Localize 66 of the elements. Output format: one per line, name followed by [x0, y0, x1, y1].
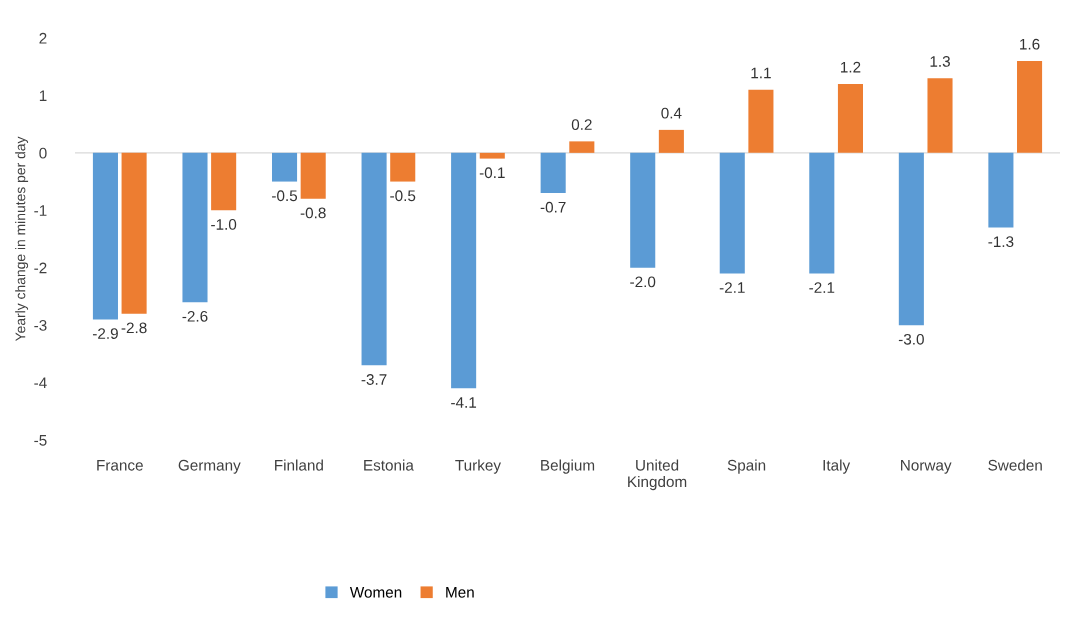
- x-tick-label: Germany: [178, 459, 241, 474]
- y-tick-label: 2: [39, 32, 47, 44]
- data-label: -0.7: [540, 201, 566, 213]
- data-label: -2.1: [719, 282, 745, 293]
- data-label: -0.1: [479, 167, 505, 179]
- y-tick-label: -1: [34, 205, 47, 216]
- bar: [390, 152, 416, 182]
- y-tick-label: -5: [34, 435, 47, 446]
- data-label: 1.1: [751, 67, 771, 79]
- bar: [630, 152, 656, 268]
- data-label: -2.9: [92, 328, 118, 339]
- bar: [121, 152, 147, 314]
- bar: [898, 152, 924, 326]
- data-label: 0.4: [661, 107, 682, 119]
- bar: [748, 89, 774, 153]
- data-label: -1.0: [211, 219, 237, 230]
- x-tick-label: Finland: [275, 459, 323, 471]
- bar: [361, 152, 387, 366]
- bar: [569, 141, 595, 153]
- y-tick-label: -4: [34, 377, 47, 389]
- x-tick-label: Spain: [727, 459, 766, 474]
- y-axis-title: Yearly change in minutes per day: [15, 136, 29, 342]
- data-label: -3.7: [361, 374, 387, 385]
- data-label: -2.1: [809, 282, 835, 293]
- bar: [988, 152, 1014, 228]
- data-label: 1.2: [841, 61, 861, 73]
- y-tick-label: 1: [39, 90, 47, 101]
- data-label: -0.5: [390, 190, 416, 202]
- bar: [182, 152, 208, 303]
- bar: [809, 152, 835, 274]
- x-tick-label: United Kingdom: [628, 459, 687, 491]
- data-label: -1.3: [988, 236, 1014, 248]
- data-label: -4.1: [451, 397, 477, 408]
- bar: [540, 152, 566, 194]
- data-label: 1.6: [1020, 38, 1040, 50]
- x-tick-label: Sweden: [988, 459, 1042, 471]
- data-label: 1.3: [930, 56, 950, 67]
- bar: [272, 152, 298, 182]
- x-tick-label: Turkey: [455, 459, 501, 474]
- bar: [451, 152, 477, 389]
- x-tick-label: Norway: [901, 460, 952, 474]
- x-tick-label: France: [97, 460, 143, 471]
- bar: [92, 152, 118, 320]
- data-label: -2.8: [121, 322, 147, 334]
- legend-label: Women: [349, 587, 402, 598]
- bar: [927, 78, 953, 153]
- bar: [1017, 60, 1043, 153]
- bar: [211, 152, 237, 211]
- bar: [300, 152, 326, 199]
- x-tick-label: Italy: [823, 459, 851, 474]
- legend-label: Men: [446, 587, 474, 598]
- y-tick-label: 0: [39, 147, 47, 159]
- x-tick-label: Estonia: [364, 459, 414, 471]
- bar: [658, 129, 684, 153]
- bar: [479, 152, 505, 159]
- bar: [719, 152, 745, 274]
- data-label: -2.6: [182, 310, 208, 322]
- data-label: -0.8: [300, 207, 326, 219]
- data-label: 0.2: [571, 119, 592, 131]
- data-label: -0.5: [272, 190, 298, 202]
- y-tick-label: -2: [34, 262, 47, 274]
- y-tick-label: -3: [34, 320, 47, 331]
- bar: [837, 83, 863, 153]
- x-tick-label: Belgium: [541, 459, 595, 474]
- data-label: -2.0: [630, 276, 656, 288]
- data-label: -3.0: [898, 333, 924, 345]
